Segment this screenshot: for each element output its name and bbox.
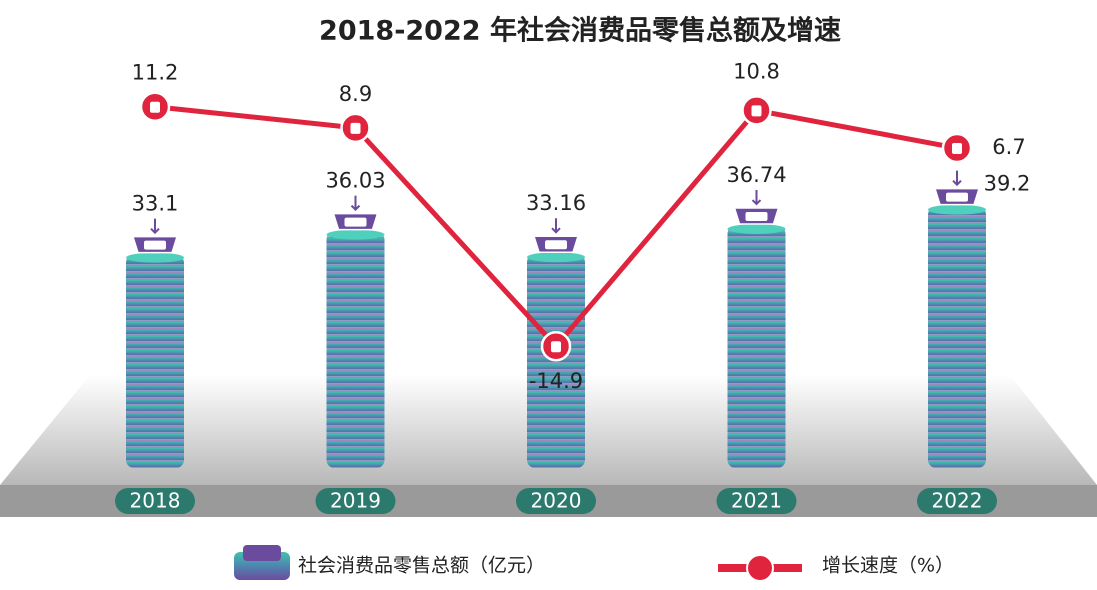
basket-label bbox=[344, 217, 367, 227]
bar-top bbox=[527, 252, 585, 263]
data-label: 6.7 bbox=[992, 135, 1025, 159]
bar-top bbox=[126, 252, 184, 263]
chart-title: 2018-2022 年社会消费品零售总额及增速 bbox=[319, 15, 841, 47]
basket-arrow bbox=[952, 170, 962, 187]
bag-icon bbox=[350, 122, 361, 134]
x-tick-label: 2019 bbox=[330, 489, 381, 513]
data-label: 11.2 bbox=[132, 61, 179, 85]
legend-label: 社会消费品零售总额（亿元） bbox=[298, 555, 545, 577]
legend-label: 增长速度（%） bbox=[822, 555, 954, 577]
data-label: 33.1 bbox=[132, 192, 179, 216]
basket-arrow bbox=[150, 218, 160, 235]
data-label: 39.2 bbox=[984, 172, 1031, 196]
legend-basket bbox=[243, 545, 281, 561]
basket-label bbox=[144, 240, 166, 250]
basket-arrow bbox=[751, 190, 762, 206]
bag-icon bbox=[952, 143, 962, 155]
category-pill bbox=[315, 488, 396, 514]
bag-icon bbox=[751, 105, 762, 117]
legend-marker bbox=[746, 554, 774, 582]
x-tick-label: 2020 bbox=[531, 489, 582, 513]
basket-label bbox=[946, 192, 968, 202]
bar bbox=[126, 254, 184, 468]
category-pill bbox=[115, 488, 195, 514]
data-label: 36.03 bbox=[325, 169, 385, 193]
category-pill bbox=[917, 488, 997, 514]
bag-icon bbox=[150, 101, 160, 113]
bar-top bbox=[326, 229, 385, 240]
basket-arrow bbox=[350, 195, 361, 212]
basket-label bbox=[745, 212, 768, 222]
data-label: -14.9 bbox=[529, 369, 583, 393]
bar bbox=[928, 206, 986, 468]
x-tick-label: 2022 bbox=[932, 489, 983, 513]
bar bbox=[727, 226, 786, 468]
basket-arrow bbox=[551, 218, 561, 234]
bar-top bbox=[928, 204, 986, 215]
legend: 社会消费品零售总额（亿元） 增长速度（%） bbox=[234, 545, 954, 582]
data-label: 8.9 bbox=[339, 82, 372, 106]
bag-icon bbox=[551, 341, 561, 353]
category-pill bbox=[516, 488, 596, 514]
x-tick-label: 2021 bbox=[731, 489, 782, 513]
x-tick-label: 2018 bbox=[130, 489, 181, 513]
bar-top bbox=[727, 224, 786, 235]
basket-label bbox=[545, 240, 567, 250]
data-label: 36.74 bbox=[726, 163, 786, 187]
data-label: 10.8 bbox=[733, 59, 780, 83]
data-label: 33.16 bbox=[526, 191, 586, 215]
bar bbox=[326, 231, 385, 468]
category-pill bbox=[716, 488, 797, 514]
